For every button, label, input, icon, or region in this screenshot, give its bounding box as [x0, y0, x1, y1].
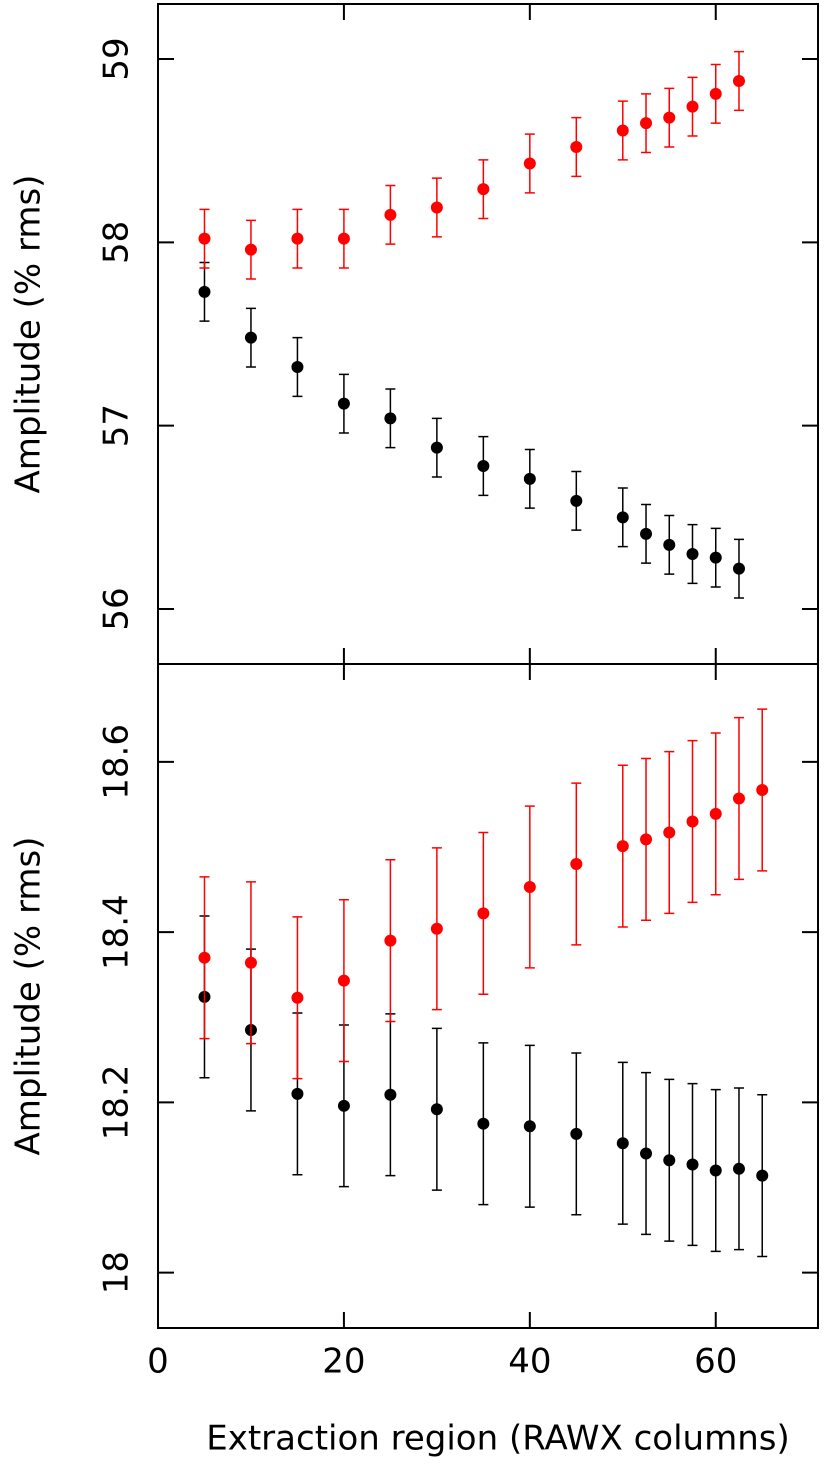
data-point [732, 562, 745, 575]
data-point [663, 826, 676, 839]
data-point [570, 1127, 583, 1140]
data-point [384, 934, 397, 947]
data-point [756, 783, 769, 796]
data-point [291, 1087, 304, 1100]
plot-frame [157, 3, 819, 665]
data-point [709, 551, 722, 564]
data-point [640, 1147, 653, 1160]
data-point [291, 361, 304, 373]
data-point [523, 472, 536, 485]
data-point [756, 1169, 769, 1182]
data-point [663, 111, 676, 124]
data-point [640, 527, 653, 540]
data-point [430, 1103, 443, 1116]
y-tick-label: 59 [97, 37, 137, 80]
y-tick-label: 18.4 [97, 894, 137, 970]
y-tick-label: 18.2 [97, 1065, 137, 1141]
data-point [686, 548, 699, 560]
x-axis-label: Extraction region (RAWX columns) [206, 1419, 789, 1459]
y-axis-label: Amplitude (% rms) [9, 175, 49, 494]
data-point [709, 807, 722, 820]
x-tick-label: 40 [508, 1342, 551, 1382]
y-tick-label: 56 [97, 587, 137, 630]
y-tick-label: 58 [97, 221, 137, 264]
data-point [244, 243, 257, 256]
data-point [686, 815, 699, 828]
x-tick-label: 0 [147, 1342, 169, 1382]
data-point [570, 494, 583, 507]
data-point [477, 1117, 490, 1130]
y-tick-label: 18 [97, 1251, 137, 1294]
data-point [663, 1154, 676, 1167]
data-point [640, 833, 653, 846]
data-point [640, 117, 653, 130]
data-point [337, 974, 350, 987]
data-point [244, 956, 257, 969]
data-point [244, 331, 257, 344]
y-tick-label: 18.6 [97, 724, 137, 800]
data-point [430, 201, 443, 214]
data-point [337, 232, 350, 245]
x-tick-label: 20 [322, 1342, 365, 1382]
data-point [709, 1164, 722, 1177]
data-point [291, 991, 304, 1004]
data-point [384, 412, 397, 425]
data-point [616, 840, 629, 853]
data-point [477, 907, 490, 920]
data-point [384, 1088, 397, 1101]
data-point [616, 1137, 629, 1150]
data-point [616, 124, 629, 137]
data-point [686, 1158, 699, 1171]
data-point [337, 397, 350, 410]
data-point [384, 208, 397, 221]
data-point [198, 232, 211, 245]
data-point [523, 157, 536, 170]
data-point [198, 285, 211, 298]
data-point [732, 75, 745, 87]
data-point [709, 87, 722, 100]
data-point [291, 232, 304, 245]
data-point [686, 100, 699, 113]
y-axis-label: Amplitude (% rms) [9, 837, 49, 1156]
data-point [523, 881, 536, 894]
data-point [570, 141, 583, 153]
data-point [337, 1099, 350, 1112]
data-point [430, 441, 443, 454]
data-point [477, 460, 490, 472]
data-point [198, 951, 211, 964]
data-point [732, 1162, 745, 1175]
data-point [616, 511, 629, 524]
data-point [732, 792, 745, 805]
data-point [477, 183, 490, 196]
data-point [570, 858, 583, 871]
x-tick-label: 60 [694, 1342, 737, 1382]
plot-frame [157, 663, 819, 1329]
data-point [663, 538, 676, 551]
data-point [430, 922, 443, 935]
data-point [523, 1120, 536, 1133]
y-tick-label: 57 [97, 404, 137, 447]
